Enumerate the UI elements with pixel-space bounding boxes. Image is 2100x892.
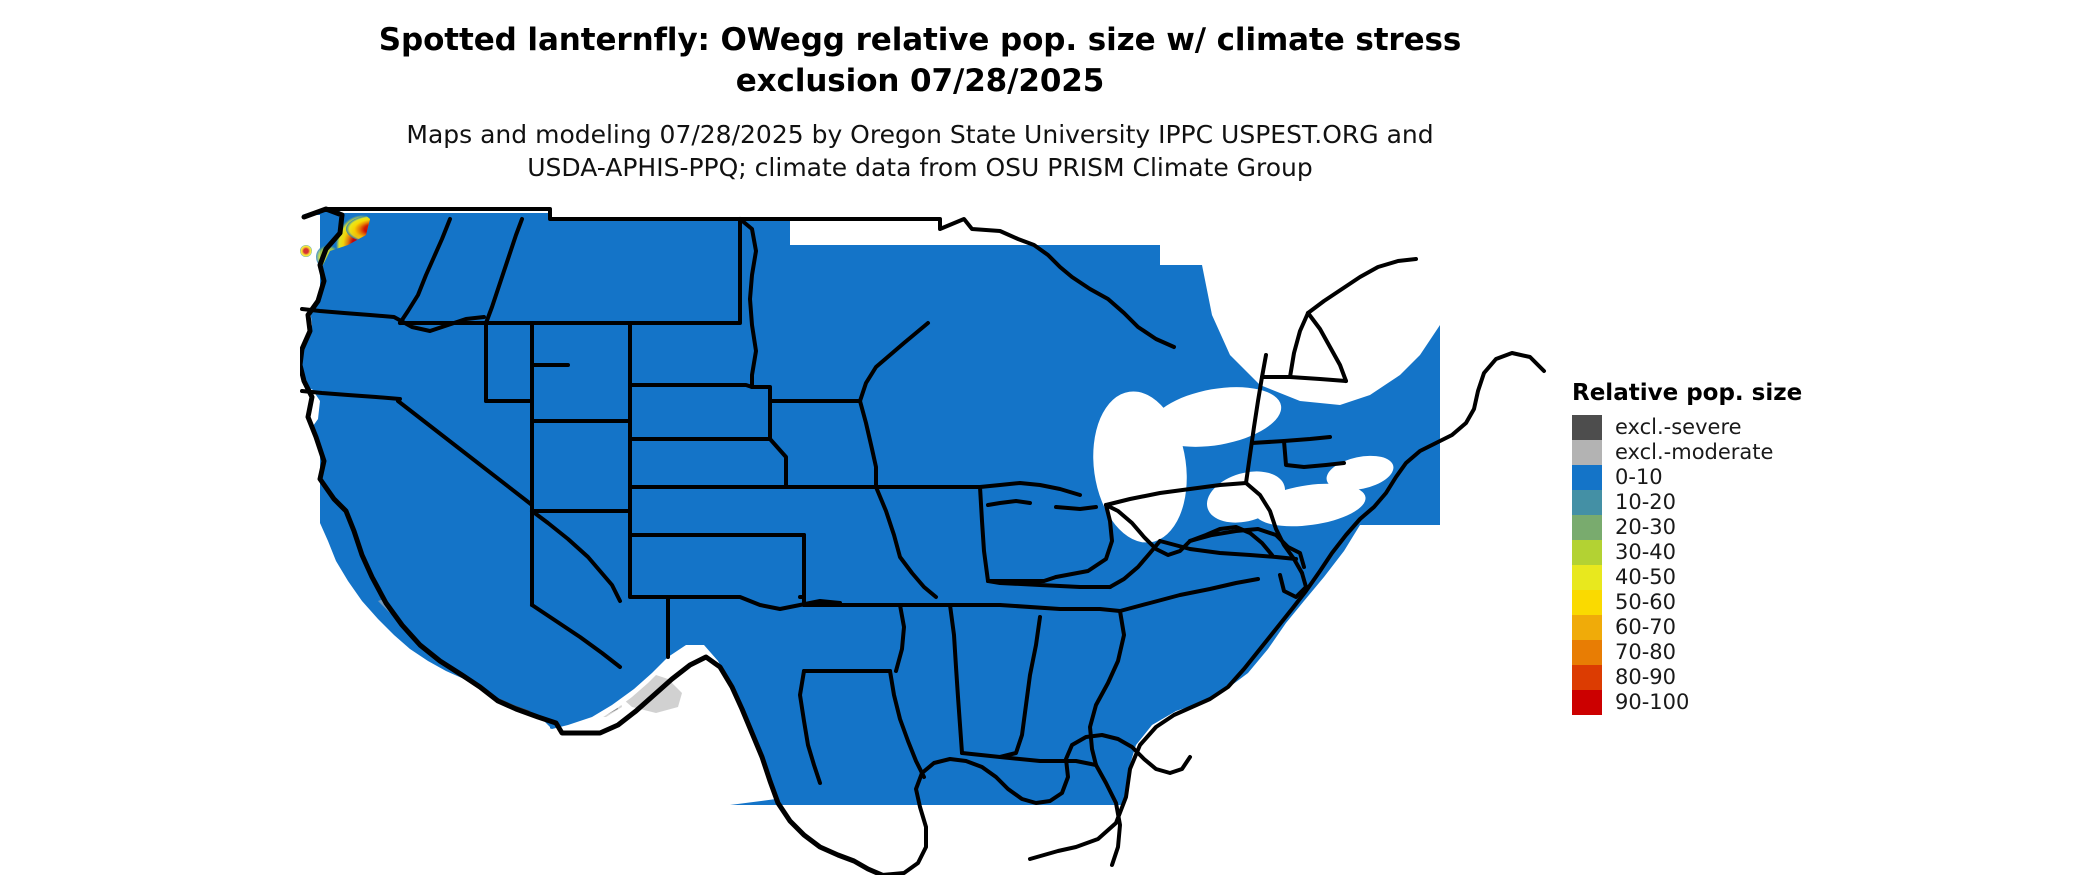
border-vt-nh bbox=[1288, 311, 1310, 379]
border-nm-tx bbox=[628, 509, 670, 659]
border-il-in bbox=[978, 485, 990, 583]
border-ga-fl bbox=[998, 755, 1098, 767]
legend-row[interactable]: 50-60 bbox=[1572, 590, 1902, 615]
border-nc-sc bbox=[1118, 577, 1260, 613]
border-mo-il bbox=[874, 485, 938, 599]
legend-label: 80-90 bbox=[1615, 665, 1677, 689]
legend-swatch bbox=[1572, 690, 1602, 715]
border-ca-az bbox=[530, 509, 622, 603]
legend-label: 0-10 bbox=[1615, 465, 1663, 489]
figure-title-text: Spotted lanternfly: OWegg relative pop. … bbox=[378, 22, 1462, 99]
legend-swatch bbox=[1572, 565, 1602, 590]
legend-label: 30-40 bbox=[1615, 540, 1677, 564]
border-ar-ok bbox=[798, 595, 806, 607]
figure-subtitle: Maps and modeling 07/28/2025 by Oregon S… bbox=[0, 118, 1840, 184]
border-oh-mi bbox=[1054, 505, 1098, 511]
border-tn-nc-ga bbox=[998, 603, 1122, 613]
choropleth-map[interactable] bbox=[300, 205, 1550, 875]
ocean-and-border-mask bbox=[300, 205, 1550, 875]
border-ia-il bbox=[858, 399, 878, 489]
border-la-ms bbox=[888, 669, 926, 779]
border-ma-ct-ri bbox=[1282, 439, 1346, 469]
border-me-ca bbox=[1306, 257, 1418, 315]
legend-label: excl.-moderate bbox=[1615, 440, 1774, 464]
border-fl-panhandle bbox=[1094, 763, 1122, 867]
border-il-wi-mi bbox=[978, 481, 1082, 497]
border-or-id bbox=[398, 217, 452, 325]
border-ma-nh-vt bbox=[1260, 375, 1348, 383]
border-ny-ct-ma bbox=[1250, 435, 1332, 445]
legend-label: 10-20 bbox=[1615, 490, 1677, 514]
border-la-tx bbox=[798, 669, 822, 785]
border-sd-mn-ia bbox=[750, 385, 772, 441]
legend-label: 70-80 bbox=[1615, 640, 1677, 664]
border-pa-ny bbox=[1104, 481, 1248, 507]
legend-row[interactable]: 10-20 bbox=[1572, 490, 1902, 515]
border-ar-ms bbox=[894, 603, 906, 673]
legend-swatch bbox=[1572, 465, 1602, 490]
national-border bbox=[300, 206, 885, 875]
legend-swatch bbox=[1572, 640, 1602, 665]
border-oh-pa-wv bbox=[1054, 503, 1114, 579]
legend-swatch bbox=[1572, 515, 1602, 540]
legend-items[interactable]: excl.-severe excl.-moderate 0-10 10-20 20-30… bbox=[1572, 415, 1902, 715]
legend-row[interactable]: 40-50 bbox=[1572, 565, 1902, 590]
border-or-ca bbox=[300, 389, 402, 401]
border-ga-sc bbox=[1088, 609, 1126, 767]
border-mn-wi bbox=[858, 321, 930, 403]
border-in-oh bbox=[986, 575, 1058, 583]
border-md-de bbox=[1286, 545, 1306, 569]
legend-row[interactable]: 60-70 bbox=[1572, 615, 1902, 640]
legend-label: 20-30 bbox=[1615, 515, 1677, 539]
map-legend[interactable]: Relative pop. size excl.-severe excl.-mod… bbox=[1572, 380, 1902, 715]
border-id-mt bbox=[484, 217, 524, 325]
legend-label: 40-50 bbox=[1615, 565, 1677, 589]
legend-row[interactable]: 90-100 bbox=[1572, 690, 1902, 715]
legend-row[interactable]: 20-30 bbox=[1572, 515, 1902, 540]
border-nd-sd bbox=[628, 383, 754, 389]
border-nd-mn bbox=[738, 217, 758, 389]
legend-row[interactable]: 70-80 bbox=[1572, 640, 1902, 665]
figure-subtitle-text: Maps and modeling 07/28/2025 by Oregon S… bbox=[406, 120, 1434, 182]
border-mt-nd bbox=[628, 217, 742, 325]
legend-row[interactable]: excl.-moderate bbox=[1572, 440, 1902, 465]
border-nh-me bbox=[1306, 311, 1348, 383]
border-ia-ne-mo bbox=[768, 437, 788, 489]
border-in-mi bbox=[986, 499, 1032, 507]
border-ok-tx bbox=[666, 595, 842, 611]
page-title: Spotted lanternfly: OWegg relative pop. … bbox=[0, 20, 1840, 102]
legend-swatch bbox=[1572, 490, 1602, 515]
us-map-svg[interactable] bbox=[300, 205, 1550, 875]
legend-row[interactable]: 30-40 bbox=[1572, 540, 1902, 565]
border-ms-al bbox=[948, 603, 964, 755]
legend-title: Relative pop. size bbox=[1572, 380, 1803, 406]
legend-swatch bbox=[1572, 590, 1602, 615]
legend-swatch bbox=[1572, 440, 1602, 465]
border-wv-va bbox=[1104, 503, 1192, 557]
border-va-nc bbox=[1158, 539, 1298, 561]
legend-row[interactable]: excl.-severe bbox=[1572, 415, 1902, 440]
legend-label: 50-60 bbox=[1615, 590, 1677, 614]
border-az-mex bbox=[530, 603, 622, 669]
state-boundaries bbox=[300, 206, 1546, 875]
legend-swatch bbox=[1572, 540, 1602, 565]
legend-swatch bbox=[1572, 615, 1602, 640]
border-pa-nj bbox=[1244, 481, 1304, 575]
legend-label: 90-100 bbox=[1615, 690, 1690, 714]
border-nj-de bbox=[1278, 571, 1308, 599]
legend-swatch bbox=[1572, 665, 1602, 690]
legend-row[interactable]: 0-10 bbox=[1572, 465, 1902, 490]
legend-label: excl.-severe bbox=[1615, 415, 1742, 439]
border-ny-vt-ma bbox=[1244, 353, 1268, 485]
legend-row[interactable]: 80-90 bbox=[1572, 665, 1902, 690]
legend-swatch bbox=[1572, 415, 1602, 440]
legend-label: 60-70 bbox=[1615, 615, 1677, 639]
